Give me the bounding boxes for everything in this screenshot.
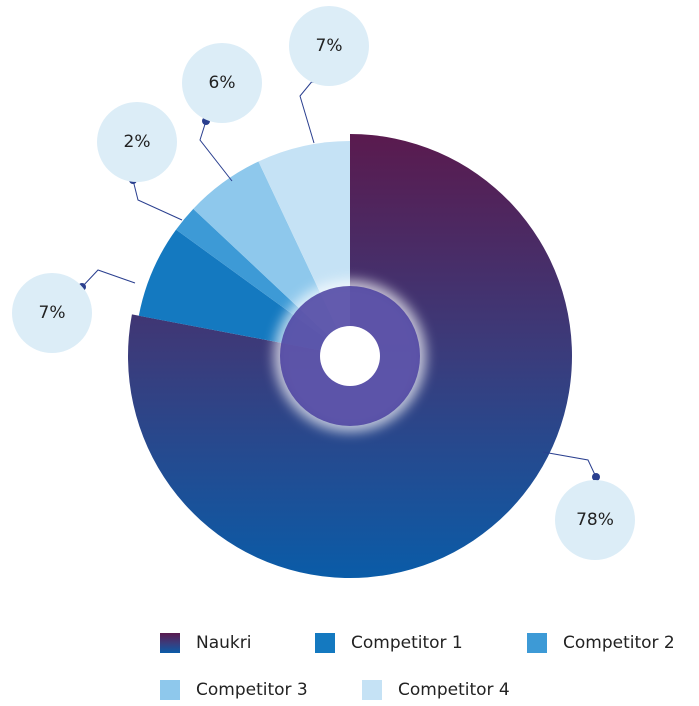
leader-line (199, 120, 233, 182)
label-bubble (289, 6, 369, 86)
legend-swatch (362, 680, 382, 700)
legend-label: Naukri (196, 633, 251, 653)
hole (320, 326, 380, 386)
legend-label: Competitor 2 (563, 633, 675, 653)
leader-line (132, 179, 183, 221)
label-bubble (97, 102, 177, 182)
data-label: 6% (209, 73, 236, 93)
legend-label: Competitor 4 (398, 680, 510, 700)
leader-line (542, 451, 597, 478)
label-bubble (555, 480, 635, 560)
legend-swatch (160, 680, 180, 700)
leader-line (299, 78, 315, 144)
legend-swatch (315, 633, 335, 653)
legend-swatch (527, 633, 547, 653)
legend-label: Competitor 3 (196, 680, 308, 700)
leader-line (81, 269, 136, 288)
label-bubble (182, 43, 262, 123)
data-label: 2% (124, 132, 151, 152)
leader-dot (592, 473, 600, 481)
data-label: 7% (316, 36, 343, 56)
legend-swatch (160, 633, 180, 653)
legend-label: Competitor 1 (351, 633, 463, 653)
data-label: 7% (39, 303, 66, 323)
label-bubble (12, 273, 92, 353)
data-label: 78% (576, 510, 614, 530)
